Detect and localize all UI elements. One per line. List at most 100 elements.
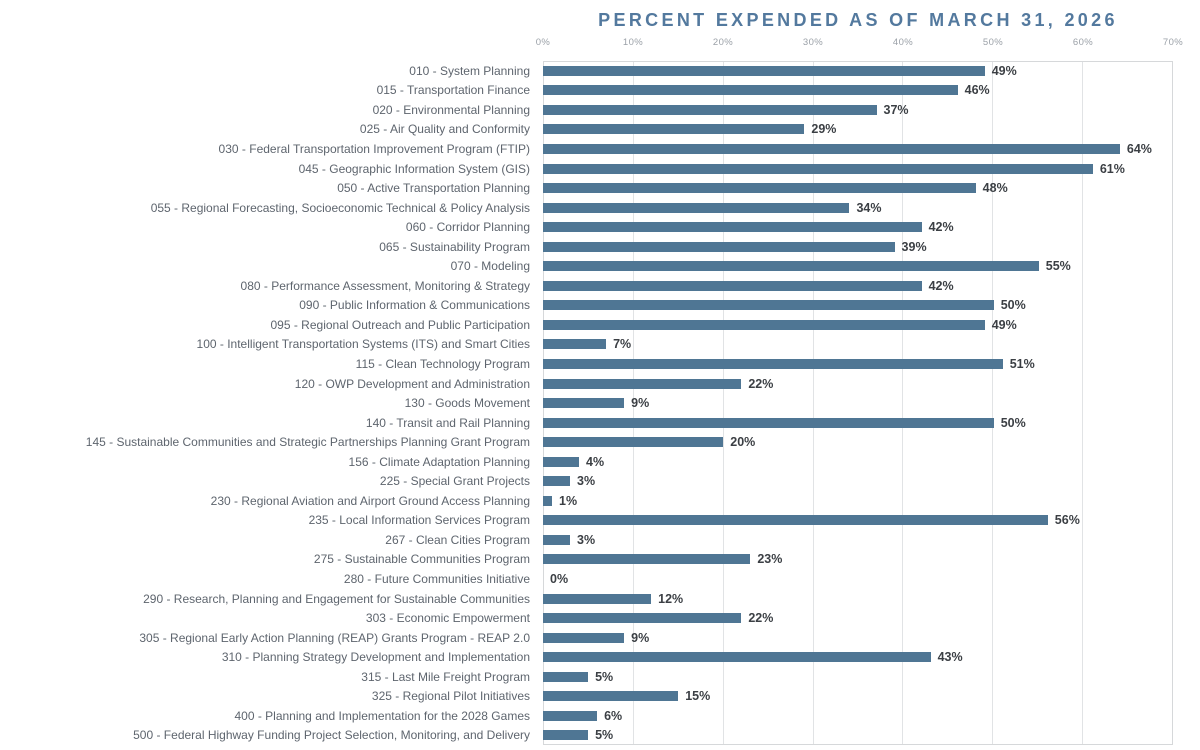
gridline: [633, 62, 635, 744]
category-label: 235 - Local Information Services Program: [308, 513, 530, 528]
bar-row: 140 - Transit and Rail Planning 50%: [0, 413, 1174, 433]
value-label: 39%: [901, 239, 927, 254]
category-label: 020 - Environmental Planning: [372, 102, 530, 117]
value-label: 4%: [586, 454, 605, 469]
bar-track: 64%: [543, 139, 1174, 159]
bar-rows: 010 - System Planning 49% 015 - Transporta…: [0, 61, 1174, 745]
bar-track: 50%: [543, 296, 1174, 316]
category-label: 120 - OWP Development and Administration: [294, 376, 530, 391]
bar-row: 025 - Air Quality and Conformity 29%: [0, 120, 1174, 140]
category-label: 145 - Sustainable Communities and Strate…: [85, 435, 530, 450]
category-label: 010 - System Planning: [409, 63, 530, 78]
category-label: 225 - Special Grant Projects: [379, 474, 530, 489]
value-label: 51%: [1009, 356, 1035, 371]
category-label: 065 - Sustainability Program: [379, 239, 530, 254]
value-label: 9%: [631, 396, 650, 411]
value-label: 50%: [1000, 415, 1026, 430]
value-label: 3%: [577, 532, 596, 547]
bar: [543, 437, 724, 448]
bar: [543, 515, 1048, 526]
bar: [543, 554, 751, 565]
category-label: 315 - Last Mile Freight Program: [361, 669, 530, 684]
bar-track: 22%: [543, 374, 1174, 394]
category-label: 400 - Planning and Implementation for th…: [234, 708, 530, 723]
value-label: 48%: [982, 181, 1008, 196]
category-label: 310 - Planning Strategy Development and …: [221, 650, 530, 665]
category-label: 025 - Air Quality and Conformity: [359, 122, 530, 137]
category-label: 070 - Modeling: [450, 259, 530, 274]
value-label: 46%: [964, 83, 990, 98]
bar: [543, 671, 589, 682]
value-label: 64%: [1126, 141, 1152, 156]
x-axis-tick-label: 20%: [712, 37, 734, 48]
bar-track: 61%: [543, 159, 1174, 179]
bar: [543, 202, 850, 213]
bar-row: 130 - Goods Movement 9%: [0, 393, 1174, 413]
value-label: 55%: [1045, 259, 1071, 274]
category-label: 156 - Climate Adaptation Planning: [348, 454, 530, 469]
bar-track: 43%: [543, 647, 1174, 667]
bar: [543, 495, 552, 506]
bar-row: 100 - Intelligent Transportation Systems…: [0, 335, 1174, 355]
bar-track: 15%: [543, 687, 1174, 707]
bar-row: 500 - Federal Highway Funding Project Se…: [0, 726, 1174, 746]
gridline: [992, 62, 994, 744]
bar-row: 065 - Sustainability Program 39%: [0, 237, 1174, 257]
category-label: 280 - Future Communities Initiative: [343, 571, 530, 586]
gridline: [902, 62, 904, 744]
bar-track: 6%: [543, 706, 1174, 726]
category-label: 267 - Clean Cities Program: [385, 532, 530, 547]
category-label: 060 - Corridor Planning: [405, 220, 530, 235]
bar-track: 29%: [543, 120, 1174, 140]
x-axis: 0% 10% 20% 30% 40% 50% 60% 70%: [536, 37, 1183, 51]
bar-row: 400 - Planning and Implementation for th…: [0, 706, 1174, 726]
bar-row: 020 - Environmental Planning 37%: [0, 100, 1174, 120]
bar-track: 9%: [543, 628, 1174, 648]
category-label: 050 - Active Transportation Planning: [337, 181, 530, 196]
bar-row: 275 - Sustainable Communities Program 23%: [0, 550, 1174, 570]
bar-track: 1%: [543, 491, 1174, 511]
bar-row: 060 - Corridor Planning 42%: [0, 217, 1174, 237]
bar-track: 48%: [543, 178, 1174, 198]
value-label: 12%: [658, 591, 684, 606]
value-label: 23%: [757, 552, 783, 567]
bar: [543, 593, 652, 604]
bar-row: 235 - Local Information Services Program…: [0, 511, 1174, 531]
value-label: 50%: [1000, 298, 1026, 313]
value-label: 49%: [991, 317, 1017, 332]
category-label: 140 - Transit and Rail Planning: [365, 415, 530, 430]
bar-track: 34%: [543, 198, 1174, 218]
bar-row: 310 - Planning Strategy Development and …: [0, 647, 1174, 667]
bar-row: 095 - Regional Outreach and Public Parti…: [0, 315, 1174, 335]
bar-track: 3%: [543, 530, 1174, 550]
category-label: 130 - Goods Movement: [404, 396, 530, 411]
bar-track: 42%: [543, 276, 1174, 296]
bar: [543, 280, 922, 291]
bar: [543, 222, 922, 233]
bar-track: 7%: [543, 335, 1174, 355]
bar: [543, 104, 877, 115]
bar-track: 23%: [543, 550, 1174, 570]
bar: [543, 339, 607, 350]
value-label: 37%: [883, 102, 909, 117]
bar-row: 303 - Economic Empowerment 22%: [0, 608, 1174, 628]
value-label: 6%: [604, 708, 623, 723]
plot-area: [543, 61, 1173, 745]
bar-row: 115 - Clean Technology Program 51%: [0, 354, 1174, 374]
bar-row: 015 - Transportation Finance 46%: [0, 81, 1174, 101]
value-label: 7%: [613, 337, 632, 352]
bar-track: 56%: [543, 511, 1174, 531]
value-label: 5%: [595, 728, 614, 743]
bar-track: 49%: [543, 61, 1174, 81]
bar-track: 9%: [543, 393, 1174, 413]
category-label: 275 - Sustainable Communities Program: [313, 552, 530, 567]
value-label: 56%: [1054, 513, 1080, 528]
bar-track: 42%: [543, 217, 1174, 237]
bar-row: 055 - Regional Forecasting, Socioeconomi…: [0, 198, 1174, 218]
bar-row: 315 - Last Mile Freight Program 5%: [0, 667, 1174, 687]
category-label: 030 - Federal Transportation Improvement…: [218, 141, 530, 156]
bar-track: 20%: [543, 432, 1174, 452]
bar-row: 080 - Performance Assessment, Monitoring…: [0, 276, 1174, 296]
value-label: 22%: [748, 376, 774, 391]
